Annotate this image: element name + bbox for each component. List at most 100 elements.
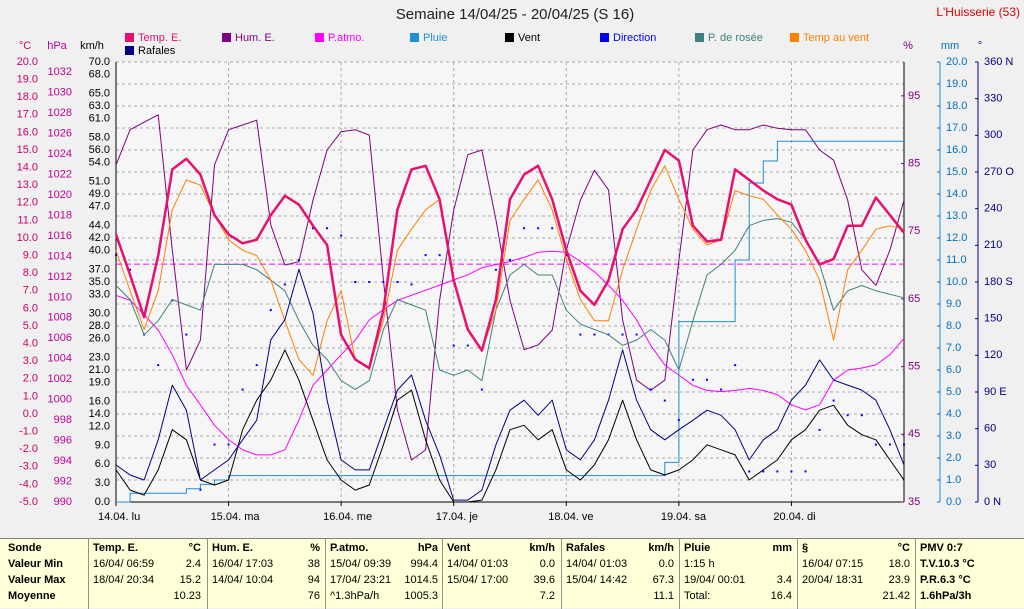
tick-label: 55 — [908, 361, 920, 373]
cell-value: 994.4 — [410, 558, 438, 570]
tick-label: 68.0 — [89, 68, 110, 80]
direction-dot — [734, 364, 737, 367]
cell-text: 19/04/ 00:01 — [684, 574, 746, 586]
tick-label: 14.0 — [17, 162, 38, 174]
tick-label: 20.0 — [946, 56, 967, 68]
tick-label: 58.0 — [89, 131, 110, 143]
direction-dot — [438, 254, 441, 257]
column-separator — [915, 539, 916, 609]
tick-label: 14.0 — [946, 188, 967, 200]
direction-dot — [157, 364, 160, 367]
column-title: Vent — [447, 542, 471, 554]
legend-swatch — [222, 33, 231, 42]
cell-text: 14/04/ 01:03 — [447, 558, 509, 570]
direction-dot — [185, 333, 188, 336]
legend-swatch — [315, 33, 324, 42]
column-title: PMV 0:7 — [920, 542, 963, 554]
tick-label: 15.0 — [946, 166, 967, 178]
cell-value: 2.4 — [185, 558, 201, 570]
legend-label: P. de rosée — [708, 32, 763, 44]
tick-label: 2.0 — [946, 452, 961, 464]
tick-label: 18.0 — [946, 100, 967, 112]
tick-label: 30.0 — [89, 307, 110, 319]
tick-label: 1008 — [48, 312, 72, 324]
cell-value: 7.2 — [539, 590, 555, 602]
tick-label: 16.0 — [946, 144, 967, 156]
direction-dot — [790, 470, 793, 473]
tick-label: 35.0 — [89, 276, 110, 288]
x-tick-label: 16.04. me — [323, 511, 372, 523]
direction-dot — [297, 259, 300, 261]
tick-label: 300 — [984, 129, 1002, 141]
tick-label: 90 E — [984, 386, 1007, 398]
cell-value: 10.23 — [173, 590, 201, 602]
direction-dot — [720, 388, 723, 391]
tick-label: 85 — [908, 157, 920, 169]
column-unit: °C — [188, 542, 201, 554]
tick-label: 10.0 — [17, 232, 38, 244]
series-line — [115, 250, 905, 456]
tick-label: 44.0 — [89, 219, 110, 231]
tick-label: 1014 — [48, 250, 72, 262]
legend-label: Hum. E. — [235, 32, 275, 44]
tick-label: 75 — [908, 225, 920, 237]
axis-label: mm — [941, 40, 959, 52]
direction-dot — [706, 378, 708, 381]
direction-dot — [326, 227, 329, 230]
row-label: Valeur Max — [8, 574, 66, 586]
direction-dot — [368, 281, 371, 283]
tick-label: 0 N — [984, 496, 1001, 508]
tick-label: 11.0 — [946, 254, 967, 266]
cell-text: 20/04/ 18:31 — [802, 574, 864, 586]
tick-label: -3.0 — [19, 461, 38, 473]
column-separator — [325, 539, 326, 609]
tick-label: 1012 — [48, 271, 72, 283]
direction-dot — [354, 281, 357, 283]
tick-label: 1018 — [48, 209, 72, 221]
direction-dot — [818, 428, 821, 431]
direction-dot — [452, 344, 455, 347]
tick-label: 17.0 — [17, 109, 38, 121]
series-line — [115, 349, 905, 503]
tick-label: 360 N — [984, 56, 1013, 68]
cell-value: 15.2 — [179, 574, 201, 586]
cell-value: 21.42 — [882, 590, 910, 602]
tick-label: 1032 — [48, 66, 72, 78]
direction-dot — [523, 227, 526, 230]
tick-label: 998 — [54, 414, 72, 426]
chart: Semaine 14/04/25 - 20/04/25 (S 16) L'Hui… — [17, 5, 1020, 523]
tick-label: 12.0 — [17, 197, 38, 209]
column-separator — [797, 539, 798, 609]
legend-swatch — [600, 33, 609, 42]
tick-label: 180 S — [984, 276, 1013, 288]
cell-text: 14/04/ 10:04 — [212, 574, 274, 586]
tick-label: 996 — [54, 435, 72, 447]
tick-label: 1030 — [48, 87, 72, 99]
tick-label: 30 — [984, 459, 996, 471]
tick-label: 65.0 — [89, 87, 110, 99]
series-line — [115, 218, 905, 390]
cell-value: 0.0 — [658, 558, 674, 570]
tick-label: 13.0 — [946, 210, 967, 222]
tick-label: 9.0 — [946, 298, 961, 310]
row-label: Moyenne — [8, 590, 56, 602]
column-separator — [679, 539, 680, 609]
tick-label: 270 O — [984, 166, 1014, 178]
legend-swatch — [410, 33, 419, 42]
direction-dot — [312, 227, 314, 230]
tick-label: 5.0 — [23, 320, 38, 332]
tick-label: 19.0 — [89, 376, 110, 388]
direction-dot — [396, 281, 399, 283]
tick-label: 42.0 — [89, 232, 110, 244]
tick-label: 4.0 — [23, 338, 38, 350]
cell-value: 11.1 — [653, 590, 674, 602]
tick-label: 1000 — [48, 394, 72, 406]
tick-label: 10.0 — [946, 276, 967, 288]
tick-label: 3.0 — [95, 477, 110, 489]
tick-label: 12.0 — [946, 232, 967, 244]
axis-label: ° — [978, 40, 982, 52]
direction-dot — [677, 419, 680, 422]
series-line — [115, 268, 905, 501]
direction-dot — [593, 333, 596, 336]
tick-label: 5.0 — [946, 386, 961, 398]
